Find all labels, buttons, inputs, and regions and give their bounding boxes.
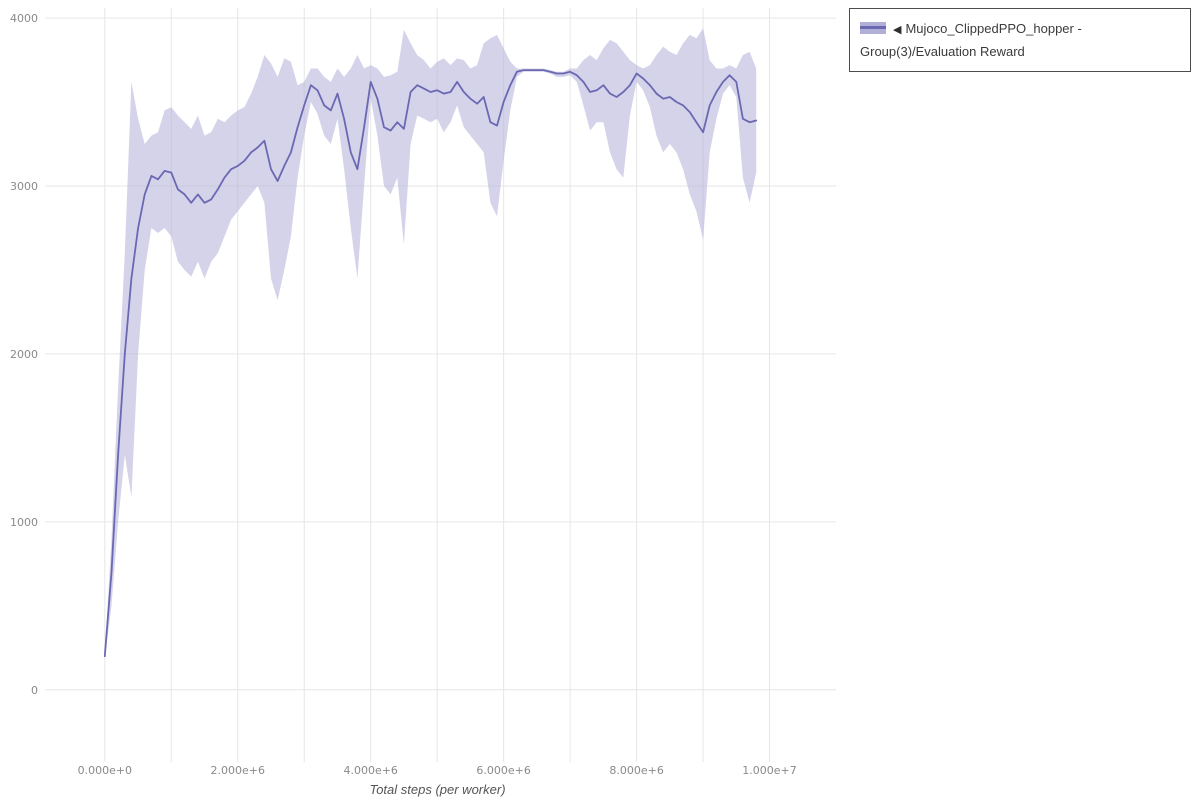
y-tick-label: 0: [31, 684, 38, 697]
x-tick-label: 0.000e+0: [78, 764, 132, 777]
x-tick-label: 2.000e+6: [211, 764, 265, 777]
mean-line: [103, 69, 758, 658]
legend: ◀ Mujoco_ClippedPPO_hopper - Group(3)/Eva…: [849, 8, 1191, 72]
legend-swatch-line: [860, 26, 886, 29]
y-tick-label: 2000: [10, 348, 38, 361]
legend-item-evaluation-reward[interactable]: ◀ Mujoco_ClippedPPO_hopper - Group(3)/Eva…: [860, 21, 1082, 59]
legend-left-triangle-icon: ◀: [893, 24, 902, 36]
x-tick-label: 4.000e+6: [343, 764, 397, 777]
x-tick-label: 6.000e+6: [476, 764, 530, 777]
y-tick-label: 1000: [10, 516, 38, 529]
legend-label: Mujoco_ClippedPPO_hopper - Group(3)/Eval…: [860, 21, 1082, 59]
legend-swatch: [860, 22, 886, 34]
x-tick-label: 8.000e+6: [609, 764, 663, 777]
confidence-band: [104, 28, 757, 658]
y-tick-label: 3000: [10, 180, 38, 193]
x-axis-title: Total steps (per worker): [369, 782, 506, 797]
y-tick-label: 4000: [10, 12, 38, 25]
x-tick-label: 1.000e+7: [742, 764, 796, 777]
